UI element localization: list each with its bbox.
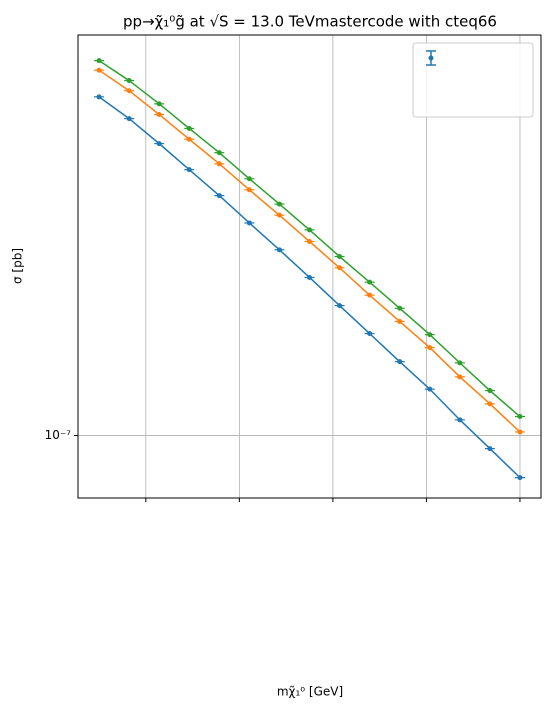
- plot-frame: [77, 34, 542, 499]
- data-point: [457, 374, 463, 380]
- data-point: [427, 332, 433, 338]
- data-point: [487, 446, 493, 452]
- data-point: [126, 78, 132, 84]
- data-point: [246, 176, 252, 182]
- data-point: [367, 292, 373, 298]
- data-point: [156, 111, 162, 117]
- data-point: [186, 136, 192, 142]
- data-point: [96, 58, 102, 64]
- series-line: [98, 96, 521, 479]
- data-point: [397, 305, 403, 311]
- data-point: [397, 318, 403, 324]
- data-point: [216, 193, 222, 199]
- data-point: [307, 274, 312, 280]
- data-point: [276, 201, 282, 207]
- data-point: [186, 167, 192, 173]
- data-point: [487, 401, 493, 407]
- data-point: [307, 227, 312, 233]
- data-point: [517, 475, 523, 481]
- data-point: [186, 125, 192, 131]
- x-axis-label: mχ̃₁⁰ [GeV]: [277, 685, 343, 699]
- data-point: [427, 386, 433, 392]
- data-point: [457, 417, 463, 423]
- data-point: [307, 238, 312, 244]
- data-point: [427, 345, 433, 351]
- data-point: [337, 254, 343, 260]
- data-point: [96, 67, 102, 73]
- series-line: [98, 69, 521, 433]
- data-point: [397, 359, 403, 365]
- data-point: [126, 116, 132, 122]
- data-point: [367, 331, 373, 337]
- data-point: [246, 220, 252, 226]
- chart-title: pp→χ̃₁⁰g̃ at √S = 13.0 TeVmastercode wit…: [123, 13, 497, 31]
- legend-swatch: [428, 55, 434, 61]
- y-tick-label: 10⁻⁷: [45, 428, 72, 442]
- data-point: [216, 150, 222, 156]
- data-point: [96, 94, 102, 100]
- legend-box: [412, 42, 534, 118]
- data-point: [337, 303, 343, 309]
- data-point: [246, 187, 252, 193]
- data-point: [276, 247, 282, 253]
- data-point: [156, 141, 162, 147]
- data-point: [367, 279, 373, 285]
- data-point: [276, 212, 282, 218]
- data-point: [156, 101, 162, 107]
- data-point: [457, 360, 463, 366]
- data-point: [487, 388, 493, 394]
- data-point: [517, 429, 523, 435]
- data-point: [517, 414, 523, 420]
- data-point: [337, 265, 343, 271]
- data-point: [126, 88, 132, 94]
- data-point: [216, 161, 222, 167]
- y-axis-label: σ [pb]: [11, 248, 25, 284]
